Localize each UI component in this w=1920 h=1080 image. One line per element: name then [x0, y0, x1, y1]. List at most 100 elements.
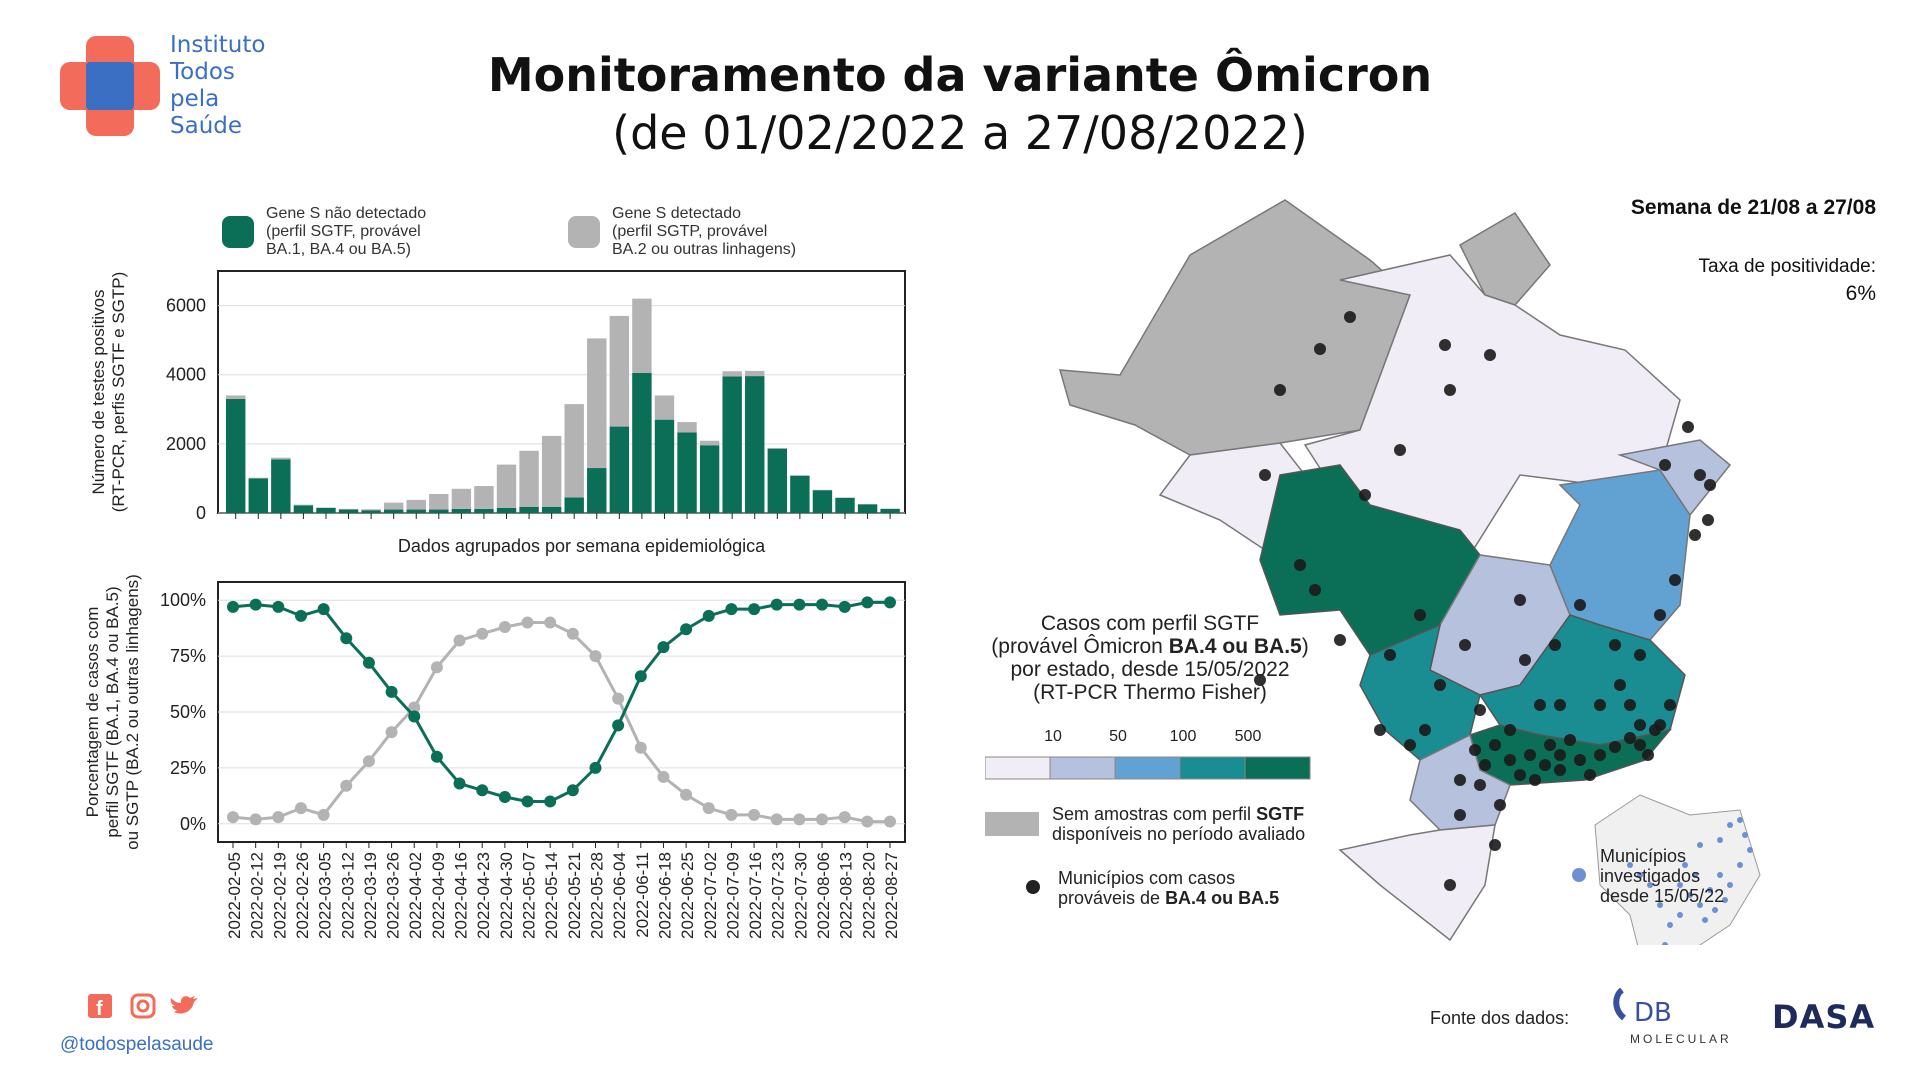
point-sgtf	[408, 710, 421, 723]
bin-label-50: 50	[1109, 728, 1127, 745]
point-sgtf	[838, 600, 851, 613]
point-sgtp	[770, 813, 783, 826]
inset-dot	[1687, 892, 1693, 898]
municipality-dot	[1554, 699, 1566, 711]
state-south-rs	[1338, 824, 1496, 942]
line-ytick-label: 50%	[170, 702, 206, 722]
point-sgtf	[476, 784, 489, 797]
facebook-icon[interactable]: f	[88, 994, 112, 1020]
bar-sgtp	[519, 450, 539, 507]
xtick-label: 2022-03-26	[384, 852, 403, 939]
municipios-label-2b: BA.4 ou BA.5	[1165, 888, 1280, 908]
municipality-dot	[1259, 469, 1271, 481]
point-sgtf	[272, 600, 285, 613]
point-sgtp	[227, 811, 239, 824]
map-legend-title-line2a: (provável Ômicron	[991, 635, 1169, 658]
point-sgtp	[861, 815, 874, 828]
xtick-label: 2022-04-16	[452, 852, 471, 939]
bar-sgtp	[293, 504, 314, 506]
municipality-dot	[1419, 724, 1431, 736]
point-sgtp	[408, 701, 421, 714]
municipality-dot	[1434, 679, 1446, 691]
color-scale	[985, 756, 1311, 780]
municipality-dot	[1274, 384, 1286, 396]
bar-sgtf	[226, 398, 246, 513]
inset-dot	[1677, 912, 1683, 918]
bar-plot-area	[217, 270, 906, 514]
xtick-label: 2022-04-23	[474, 852, 493, 939]
point-sgtp	[453, 634, 466, 647]
bar-sgtf	[835, 497, 855, 513]
municipality-dot	[1489, 739, 1501, 751]
bar-sgtf	[248, 478, 268, 513]
inset-dot	[1697, 902, 1703, 908]
bar-sgtf	[383, 509, 404, 513]
bar-sgtf	[722, 376, 742, 513]
data-source-label: Fonte dos dados:	[1430, 1008, 1570, 1028]
bar-ytick-label: 6000	[166, 296, 206, 316]
bar-sgtp	[699, 440, 720, 446]
inset-dot	[1742, 832, 1748, 838]
municipality-dot	[1359, 489, 1371, 501]
point-sgtf	[294, 609, 307, 622]
point-sgtf	[317, 603, 330, 616]
logo-cross-icon	[60, 36, 160, 136]
instagram-icon[interactable]	[130, 993, 156, 1019]
point-sgtp	[544, 616, 557, 629]
xtick-label: 2022-05-07	[520, 852, 539, 939]
social-handle[interactable]: @todospelasaude	[60, 1034, 214, 1055]
positivity-label: Taxa de positividade:	[1698, 256, 1876, 277]
db-logo-text: DB	[1634, 998, 1672, 1028]
municipality-dot	[1474, 779, 1486, 791]
municipality-dot	[1634, 719, 1646, 731]
point-sgtp	[657, 770, 670, 783]
dasa-logo: DASA	[1772, 998, 1876, 1036]
bar-sgtf	[451, 508, 472, 513]
municipality-dot	[1414, 609, 1426, 621]
legend-label-sgtp: Gene S detectado (perfil SGTP, provável BA…	[612, 205, 796, 258]
municipality-dot	[1394, 444, 1406, 456]
bar-sgtp	[226, 395, 246, 399]
inset-dots	[1627, 817, 1753, 945]
legend-swatch-sgtf	[222, 216, 254, 248]
municipality-dot	[1654, 719, 1666, 731]
xtick-label: 2022-08-27	[882, 852, 901, 939]
twitter-icon[interactable]	[170, 996, 198, 1014]
bar-sgtf	[519, 506, 539, 513]
bar-xlabel: Dados agrupados por semana epidemiológic…	[398, 536, 766, 556]
point-sgtf	[657, 641, 670, 654]
xtick-label: 2022-06-25	[678, 852, 697, 939]
municipality-dot	[1384, 649, 1396, 661]
municipality-dot	[1609, 741, 1621, 753]
xtick-label: 2022-06-04	[610, 852, 629, 939]
no-sample-label-b: SGTF	[1256, 804, 1305, 824]
bar-sgtf	[790, 475, 810, 513]
state-no-sample-north	[1058, 199, 1411, 456]
line-chart: 0%25%50%75%100%2022-02-05 2022-02-12 2022-…	[83, 574, 906, 939]
bar-sgtp	[564, 404, 584, 498]
map-legend-title: Casos com perfil SGTF (provável Ômicron …	[960, 612, 1340, 704]
point-sgtp	[498, 621, 511, 634]
xtick-label: 2022-05-14	[542, 852, 561, 939]
municipality-dot	[1514, 594, 1526, 606]
municipality-dot	[1504, 754, 1516, 766]
bar-sgtf	[699, 445, 720, 513]
bin-swatch-4	[1244, 756, 1311, 780]
map-legend-title-line1: Casos com perfil SGTF	[1040, 612, 1260, 635]
inset-map	[1594, 794, 1761, 945]
point-sgtf	[680, 623, 693, 636]
bar-sgtp	[474, 486, 494, 509]
municipality-dot	[1609, 639, 1621, 651]
xtick-label: 2022-03-12	[338, 852, 357, 939]
map-legend-title-line2b: BA.4 ou BA.5	[1168, 635, 1302, 658]
bar-ytick-label: 0	[196, 503, 206, 523]
point-sgtp	[566, 627, 579, 640]
page-title: Monitoramento da variante Ômicron	[487, 48, 1433, 102]
point-sgtp	[385, 726, 398, 739]
map-legend-title-line2c: )	[1301, 635, 1309, 658]
inset-dot	[1737, 817, 1743, 823]
bar-sgtf	[361, 510, 381, 513]
xtick-label: 2022-02-26	[293, 852, 312, 939]
xtick-label: 2022-06-11	[633, 852, 652, 938]
municipality-dot	[1694, 469, 1706, 481]
